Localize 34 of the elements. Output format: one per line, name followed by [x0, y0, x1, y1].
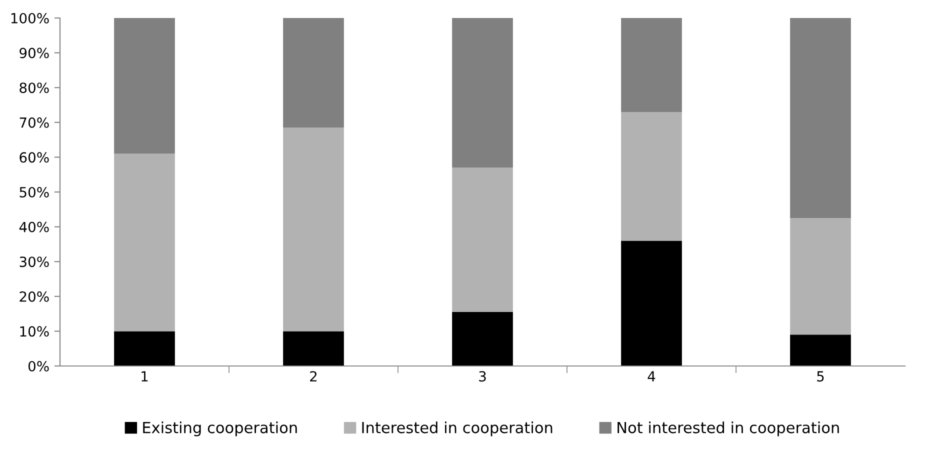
legend-label: Not interested in cooperation [618, 422, 839, 436]
y-tick-label: 30% [20, 256, 49, 268]
y-tick-label: 60% [20, 152, 49, 163]
y-tick-label: 70% [20, 117, 49, 128]
x-tick-label: 3 [479, 371, 486, 382]
x-tick-label: 4 [648, 371, 656, 382]
bar [283, 128, 344, 332]
y-tick-label: 20% [20, 291, 49, 302]
y-tick-label: 10% [20, 326, 49, 337]
bar [114, 331, 175, 366]
bar [283, 331, 344, 366]
bar [452, 18, 513, 168]
y-tick-label: 40% [19, 222, 49, 232]
bar [452, 312, 513, 366]
bar [283, 18, 344, 128]
legend-label: Interested in cooperation [362, 422, 552, 436]
bar [452, 168, 513, 312]
y-tick-label: 100% [11, 12, 49, 24]
bar [790, 218, 851, 335]
bar [790, 18, 851, 218]
legend-label: Existing cooperation [143, 422, 297, 436]
bar [621, 18, 682, 112]
y-tick-label: 0% [28, 360, 49, 372]
x-tick-label: 1 [142, 371, 148, 382]
y-tick-label: 80% [20, 82, 49, 94]
bar [114, 18, 175, 154]
bar [621, 112, 682, 241]
bar [790, 334, 851, 366]
bar [621, 240, 682, 366]
y-tick-label: 50% [20, 186, 49, 198]
bar [114, 154, 175, 332]
x-tick-label: 2 [310, 371, 317, 382]
y-tick-label: 90% [20, 48, 49, 58]
x-tick-label: 5 [817, 371, 824, 382]
